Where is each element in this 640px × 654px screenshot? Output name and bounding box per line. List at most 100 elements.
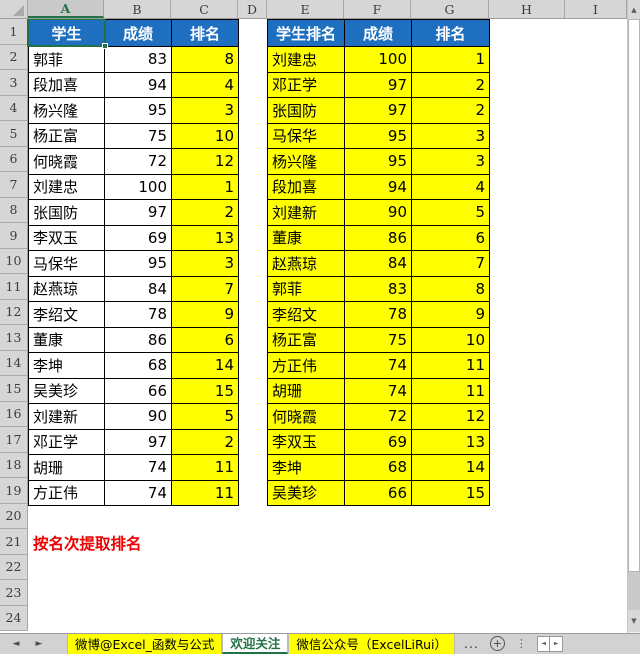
rank-cell[interactable]: 4 [172, 72, 239, 98]
row-header[interactable]: 21 [0, 529, 28, 555]
rank-cell[interactable]: 3 [412, 123, 490, 149]
left-table-header-score[interactable]: 成绩 [105, 20, 172, 47]
column-header-F[interactable]: F [344, 0, 411, 18]
score-cell[interactable]: 74 [105, 455, 172, 481]
row-header[interactable]: 9 [0, 223, 28, 249]
row-header[interactable]: 18 [0, 452, 28, 478]
rank-cell[interactable]: 14 [172, 353, 239, 379]
column-header-G[interactable]: G [411, 0, 489, 18]
score-cell[interactable]: 97 [345, 72, 412, 98]
student-name-cell[interactable]: 邓正学 [268, 72, 345, 98]
score-cell[interactable]: 78 [345, 302, 412, 328]
row-header[interactable]: 13 [0, 325, 28, 351]
row-header[interactable]: 6 [0, 146, 28, 172]
vertical-scrollbar-thumb[interactable] [628, 19, 640, 572]
score-cell[interactable]: 97 [345, 98, 412, 124]
row-header[interactable]: 10 [0, 248, 28, 274]
score-cell[interactable]: 66 [345, 480, 412, 506]
student-name-cell[interactable]: 刘建忠 [268, 47, 345, 73]
score-cell[interactable]: 84 [345, 251, 412, 277]
column-header-A[interactable]: A [28, 0, 104, 18]
row-header[interactable]: 8 [0, 197, 28, 223]
student-name-cell[interactable]: 张国防 [29, 200, 105, 226]
rank-cell[interactable]: 2 [172, 429, 239, 455]
score-cell[interactable]: 78 [105, 302, 172, 328]
column-header-I[interactable]: I [565, 0, 627, 18]
student-name-cell[interactable]: 杨兴隆 [29, 98, 105, 124]
rank-cell[interactable]: 9 [412, 302, 490, 328]
score-cell[interactable]: 83 [345, 276, 412, 302]
rank-cell[interactable]: 6 [412, 225, 490, 251]
scroll-up-button[interactable]: ▲ [628, 0, 640, 19]
rank-cell[interactable]: 7 [172, 276, 239, 302]
row-header[interactable]: 20 [0, 503, 28, 529]
score-cell[interactable]: 90 [105, 404, 172, 430]
sheet-tab-weibo[interactable]: 微博@Excel_函数与公式 [67, 633, 223, 654]
tab-overflow-indicator[interactable]: ... [463, 636, 479, 652]
score-cell[interactable]: 95 [345, 149, 412, 175]
column-header-E[interactable]: E [267, 0, 344, 18]
score-cell[interactable]: 97 [105, 200, 172, 226]
rank-cell[interactable]: 15 [412, 480, 490, 506]
scroll-down-button[interactable]: ▼ [628, 610, 640, 632]
column-header-H[interactable]: H [489, 0, 565, 18]
rank-cell[interactable]: 5 [412, 200, 490, 226]
student-name-cell[interactable]: 杨正富 [29, 123, 105, 149]
row-header[interactable]: 15 [0, 376, 28, 402]
row-header[interactable]: 22 [0, 554, 28, 580]
column-header-B[interactable]: B [104, 0, 171, 18]
rank-cell[interactable]: 13 [412, 429, 490, 455]
score-cell[interactable]: 68 [345, 455, 412, 481]
student-name-cell[interactable]: 李绍文 [29, 302, 105, 328]
student-name-cell[interactable]: 胡珊 [268, 378, 345, 404]
score-cell[interactable]: 66 [105, 378, 172, 404]
row-header[interactable]: 4 [0, 95, 28, 121]
rank-cell[interactable]: 2 [412, 72, 490, 98]
student-name-cell[interactable]: 李坤 [29, 353, 105, 379]
row-header[interactable]: 11 [0, 274, 28, 300]
sheet-tab-welcome-active[interactable]: 欢迎关注 [222, 633, 289, 654]
rank-cell[interactable]: 3 [172, 98, 239, 124]
rank-cell[interactable]: 12 [412, 404, 490, 430]
score-cell[interactable]: 100 [105, 174, 172, 200]
column-header-D[interactable]: D [238, 0, 267, 18]
student-name-cell[interactable]: 郭菲 [268, 276, 345, 302]
rank-cell[interactable]: 11 [172, 455, 239, 481]
rank-cell[interactable]: 5 [172, 404, 239, 430]
student-name-cell[interactable]: 方正伟 [29, 480, 105, 506]
score-cell[interactable]: 74 [345, 378, 412, 404]
student-name-cell[interactable]: 吴美珍 [268, 480, 345, 506]
rank-cell[interactable]: 11 [412, 378, 490, 404]
select-all-button[interactable] [0, 0, 28, 18]
student-name-cell[interactable]: 李绍文 [268, 302, 345, 328]
student-name-cell[interactable]: 何晓霞 [268, 404, 345, 430]
note-cell[interactable]: 按名次提取排名 [33, 535, 142, 554]
row-header[interactable]: 14 [0, 350, 28, 376]
rank-cell[interactable]: 3 [172, 251, 239, 277]
row-header[interactable]: 12 [0, 299, 28, 325]
row-header[interactable]: 7 [0, 172, 28, 198]
rank-cell[interactable]: 2 [172, 200, 239, 226]
student-name-cell[interactable]: 邓正学 [29, 429, 105, 455]
new-sheet-button[interactable]: + [489, 636, 505, 652]
score-cell[interactable]: 95 [105, 98, 172, 124]
rank-cell[interactable]: 14 [412, 455, 490, 481]
student-name-cell[interactable]: 刘建新 [29, 404, 105, 430]
tab-nav-right-icon[interactable]: ► [35, 638, 43, 649]
student-name-cell[interactable]: 杨兴隆 [268, 149, 345, 175]
row-header[interactable]: 16 [0, 401, 28, 427]
row-header[interactable]: 2 [0, 44, 28, 70]
sheet-tab-wechat[interactable]: 微信公众号（ExcelLiRui） [288, 633, 455, 654]
rank-cell[interactable]: 1 [412, 47, 490, 73]
student-name-cell[interactable]: 方正伟 [268, 353, 345, 379]
score-cell[interactable]: 74 [345, 353, 412, 379]
student-name-cell[interactable]: 段加喜 [29, 72, 105, 98]
rank-cell[interactable]: 8 [412, 276, 490, 302]
student-name-cell[interactable]: 李双玉 [29, 225, 105, 251]
student-name-cell[interactable]: 杨正富 [268, 327, 345, 353]
student-name-cell[interactable]: 董康 [268, 225, 345, 251]
score-cell[interactable]: 74 [105, 480, 172, 506]
rank-cell[interactable]: 9 [172, 302, 239, 328]
row-header[interactable]: 24 [0, 605, 28, 631]
rank-cell[interactable]: 11 [412, 353, 490, 379]
